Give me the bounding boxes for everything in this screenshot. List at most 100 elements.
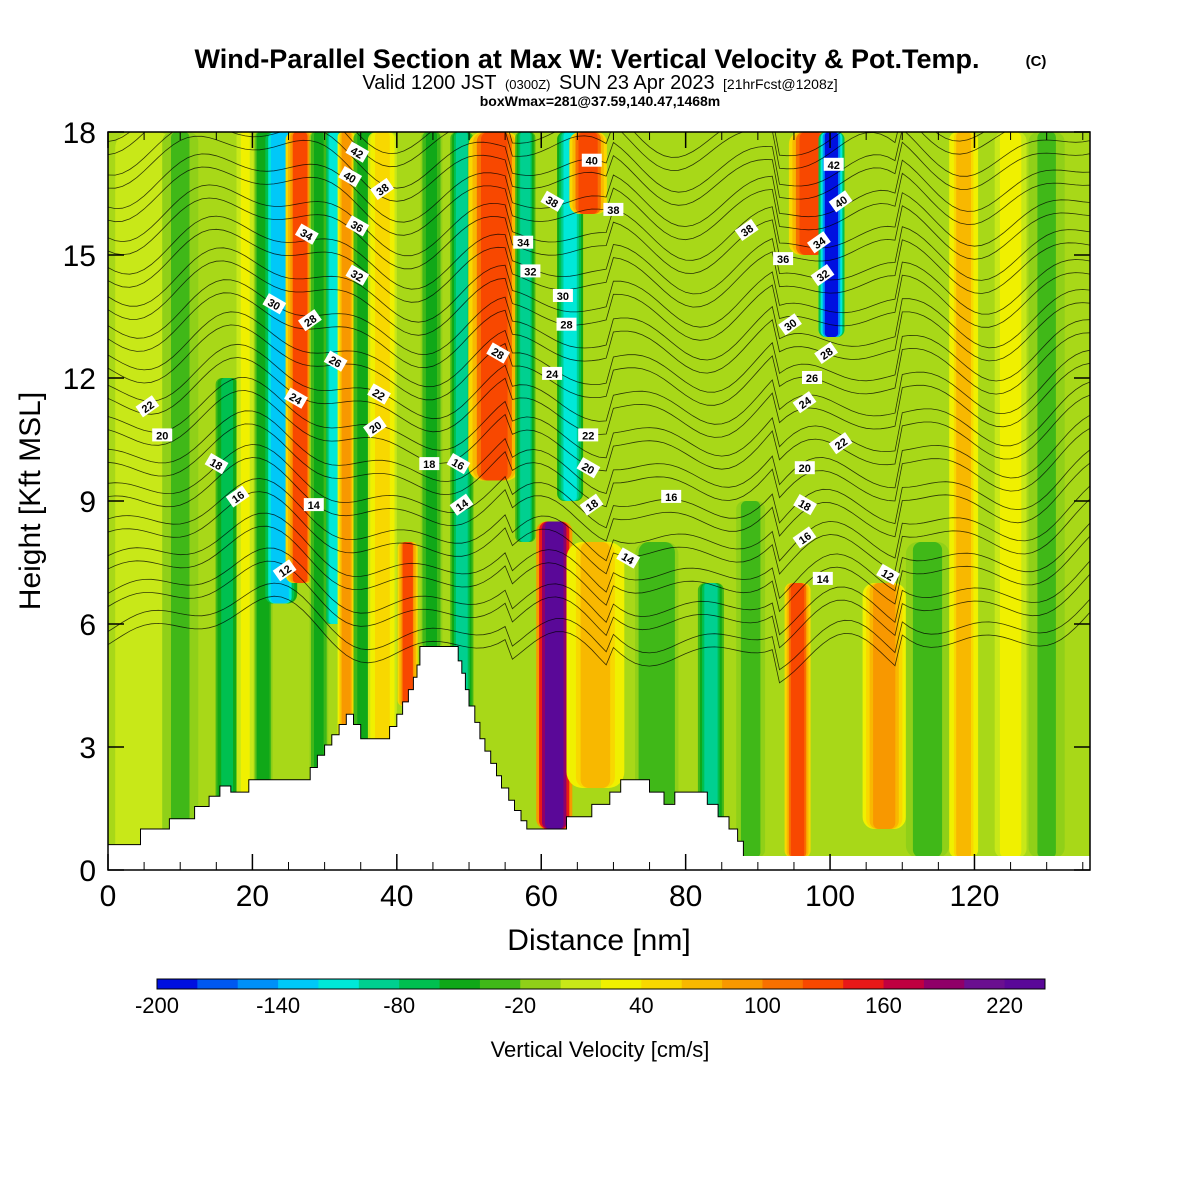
- isentrope-label: 36: [773, 252, 794, 266]
- isentrope-label-box: [303, 498, 324, 512]
- isentrope-label-box: [734, 218, 759, 242]
- isentrope-label-box: [794, 461, 815, 475]
- isentrope-label: 26: [323, 350, 348, 372]
- x-tick-label: 20: [236, 880, 269, 913]
- isentrope-label-text: 30: [782, 317, 799, 334]
- y-tick-label: 12: [63, 363, 96, 396]
- isentrope-label-box: [486, 342, 511, 364]
- isentrope-label-text: 32: [815, 268, 832, 285]
- isentrope-label-text: 20: [367, 420, 384, 437]
- isentrope-label: 18: [204, 453, 229, 475]
- isentrope-label-box: [802, 371, 822, 384]
- isentrope-label-text: 14: [308, 500, 321, 512]
- isentrope-label: 24: [542, 366, 563, 381]
- isentrope-label-box: [806, 231, 831, 254]
- isentrope-label: 14: [303, 498, 324, 512]
- colorbar-swatch: [762, 979, 804, 989]
- colorbar-tick-label: 40: [629, 993, 653, 1018]
- isentrope-line: [108, 311, 1090, 393]
- isentrope-label-text: 14: [817, 574, 830, 586]
- isentrope-label-box: [135, 395, 160, 418]
- isentrope-label-text: 40: [586, 156, 598, 168]
- isentrope-label-text: 38: [543, 194, 560, 211]
- colorbar-tick-label: -20: [504, 993, 536, 1018]
- isentrope-label-box: [778, 313, 802, 336]
- isentrope-label-box: [345, 141, 370, 163]
- isentrope-label: 38: [370, 177, 395, 201]
- w-band-layer: [645, 542, 668, 809]
- isentrope-label-box: [773, 252, 794, 266]
- isentrope-label: 40: [581, 153, 602, 168]
- isentrope-line: [108, 343, 1090, 425]
- isentrope-label: 38: [734, 218, 759, 242]
- colorbar-swatch: [1004, 979, 1046, 989]
- isentrope-label-text: 38: [739, 223, 756, 240]
- y-tick-label: 6: [79, 609, 96, 642]
- subtitle-utc: (0300Z): [505, 77, 551, 92]
- isentrope-label-text: 40: [833, 194, 850, 211]
- w-band-layer: [704, 583, 718, 829]
- isentrope-line: [108, 260, 1090, 341]
- isentrope-label: 26: [802, 371, 822, 385]
- isentrope-label-text: 16: [665, 492, 677, 504]
- isentrope-label-box: [370, 177, 395, 201]
- w-band-22: [697, 583, 724, 829]
- colorbar-tick-label: 100: [744, 993, 781, 1018]
- y-tick-label: 9: [79, 486, 96, 519]
- isentrope-label: 22: [135, 395, 160, 418]
- isentrope-line: [108, 135, 1090, 206]
- isentrope-label-text: 28: [819, 346, 836, 363]
- isentrope-label-box: [345, 215, 370, 237]
- y-tick-label: 3: [79, 732, 96, 765]
- isentrope-label-text: 30: [557, 291, 569, 303]
- vertical-velocity-field: [115, 132, 1065, 870]
- w-band-layer: [956, 132, 971, 858]
- w-band-layer: [425, 132, 437, 649]
- isentrope-label-box: [576, 457, 601, 479]
- isentrope-label-text: 28: [489, 346, 506, 363]
- isentrope-label-box: [661, 489, 682, 503]
- colorbar-swatch: [601, 979, 642, 989]
- w-band-layer: [271, 132, 289, 604]
- colorbar-label: Vertical Velocity [cm/s]: [491, 1037, 710, 1062]
- isentrope-line: [108, 410, 1090, 494]
- isentrope-label-box: [812, 571, 833, 585]
- isentrope-label-box: [542, 366, 563, 380]
- bottom-band: [108, 856, 1090, 870]
- w-band-layer: [129, 132, 159, 870]
- isentrope-label: 22: [828, 432, 853, 455]
- colorbar-swatch: [399, 979, 441, 989]
- colorbar-swatch: [237, 979, 279, 989]
- isentrope-label: 28: [556, 317, 577, 332]
- colorbar: -200 -140 -80 -20 40 100 160 220: [135, 978, 1046, 1018]
- isentrope-label-text: 26: [327, 354, 344, 371]
- isentrope-line: [108, 478, 1090, 562]
- colorbar-swatch: [843, 979, 885, 989]
- colorbar-swatch: [358, 979, 400, 989]
- isentrope-line: [108, 215, 1090, 295]
- isentrope-label-text: 18: [584, 497, 601, 514]
- isentrope-label-text: 28: [302, 313, 319, 330]
- colorbar-swatch: [641, 979, 683, 989]
- colorbar-swatch: [964, 979, 1006, 989]
- isentrope-label-box: [362, 415, 387, 438]
- isentrope-label: 42: [345, 141, 370, 163]
- isentrope-line: [108, 228, 1090, 308]
- w-band-layer: [545, 521, 564, 829]
- isentrope-label: 40: [828, 190, 853, 213]
- isentrope-label-box: [793, 494, 817, 516]
- w-band-layer: [563, 132, 577, 501]
- w-band-16: [515, 132, 536, 542]
- isentrope-label-box: [419, 457, 440, 471]
- isentrope-label: 32: [345, 264, 370, 286]
- isentrope-label-text: 18: [423, 459, 435, 471]
- subtitle-forecast: [21hrFcst@1208z]: [723, 76, 838, 92]
- isentrope-label-text: 18: [207, 457, 224, 474]
- colorbar-swatch: [520, 979, 562, 989]
- isentrope-line: [108, 324, 1090, 406]
- isentrope-label: 16: [446, 453, 471, 475]
- colorbar-swatch: [157, 979, 198, 989]
- isentrope-label-text: 22: [582, 430, 594, 442]
- w-band-20: [566, 542, 625, 788]
